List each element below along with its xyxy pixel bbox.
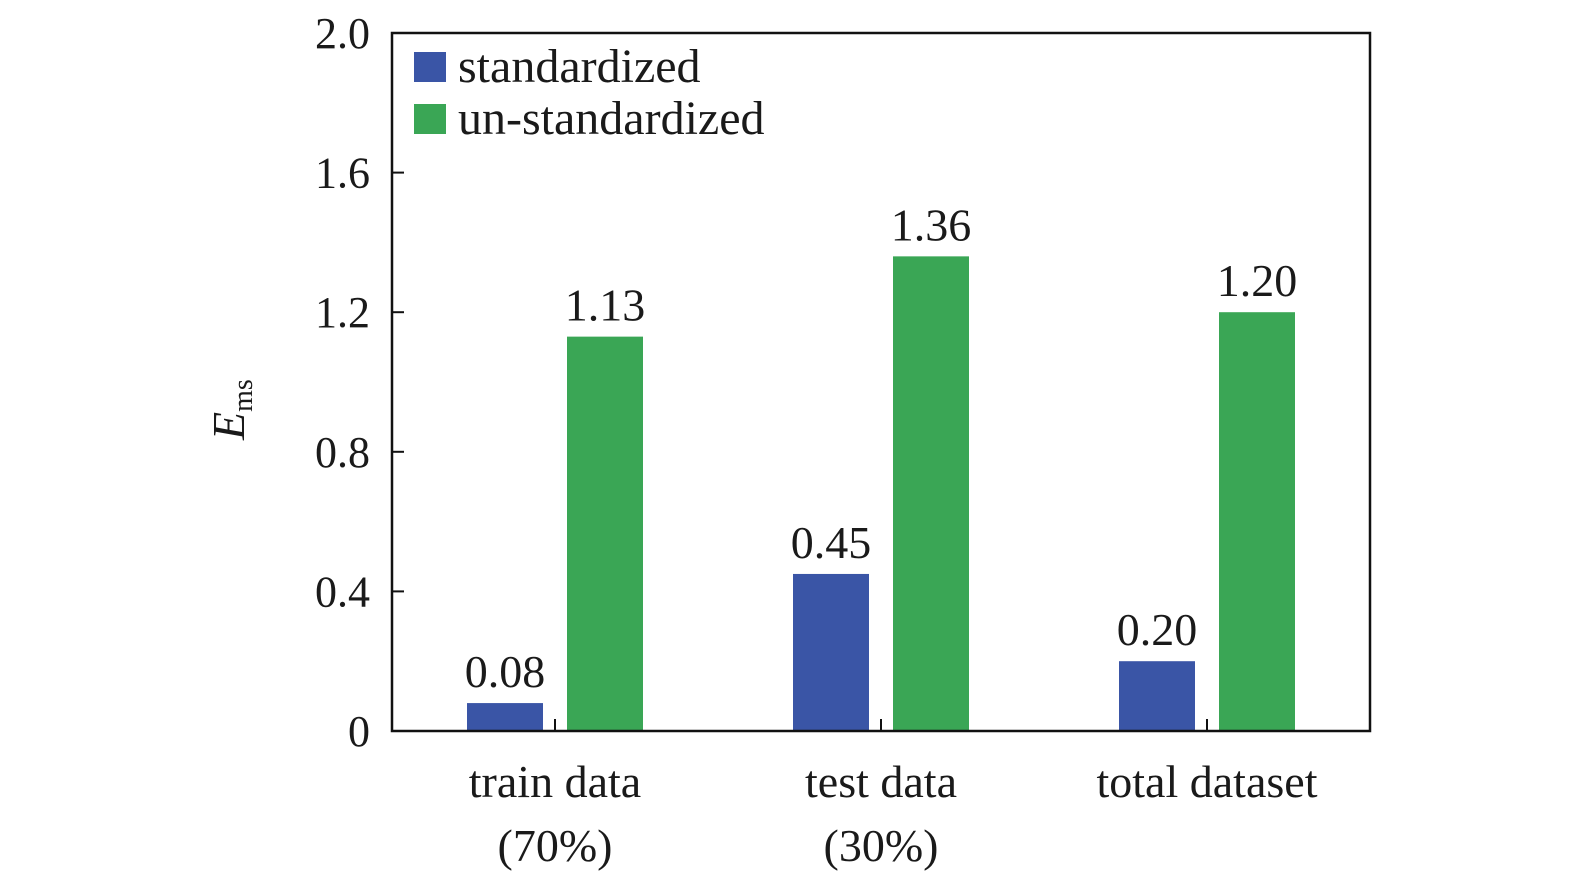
bar-standardized-2 (1119, 661, 1195, 731)
category-label-1-1: (30%) (824, 820, 939, 871)
y-axis-label: Ems (203, 379, 259, 441)
category-label-0-0: train data (469, 756, 641, 807)
y-tick-label-3: 1.2 (315, 288, 370, 337)
data-label-0-0: 0.08 (465, 646, 546, 697)
axes-layer: 0 0.4 0.8 1.2 1.6 2.0 (315, 9, 1372, 756)
svg-text:Ems: Ems (203, 379, 259, 441)
bar-standardized-1 (793, 573, 869, 731)
data-label-1-0: 1.13 (565, 280, 646, 331)
legend-swatch-1 (414, 104, 446, 134)
y-tick-label-4: 1.6 (315, 149, 370, 198)
y-tick-label-1: 0.4 (315, 567, 370, 616)
data-label-1-2: 1.20 (1217, 255, 1298, 306)
y-tick-label-5: 2.0 (315, 9, 370, 58)
legend-swatch-0 (414, 52, 446, 82)
category-labels-layer: train data (70%) test data (30%) total datas… (469, 756, 1318, 871)
category-label-1-0: test data (805, 756, 957, 807)
y-tick-label-0: 0 (348, 707, 370, 756)
bar-unstandardized-2 (1219, 312, 1295, 731)
data-label-1-1: 1.36 (891, 199, 972, 250)
data-labels-layer: 0.08 1.13 0.45 1.36 0.20 1.20 (465, 199, 1298, 697)
data-label-0-1: 0.45 (791, 517, 872, 568)
bar-unstandardized-1 (893, 256, 969, 731)
y-axis-label-sub: ms (228, 379, 259, 412)
legend-label-1: un-standardized (458, 92, 765, 145)
bar-unstandardized-0 (567, 336, 643, 731)
bars-layer (467, 256, 1295, 731)
y-axis-label-main: E (203, 412, 254, 441)
legend-label-0: standardized (458, 40, 701, 93)
category-label-2-0: total dataset (1097, 756, 1318, 807)
category-label-0-1: (70%) (498, 820, 613, 871)
data-label-0-2: 0.20 (1117, 604, 1198, 655)
y-tick-label-2: 0.8 (315, 428, 370, 477)
bar-standardized-0 (467, 703, 543, 731)
